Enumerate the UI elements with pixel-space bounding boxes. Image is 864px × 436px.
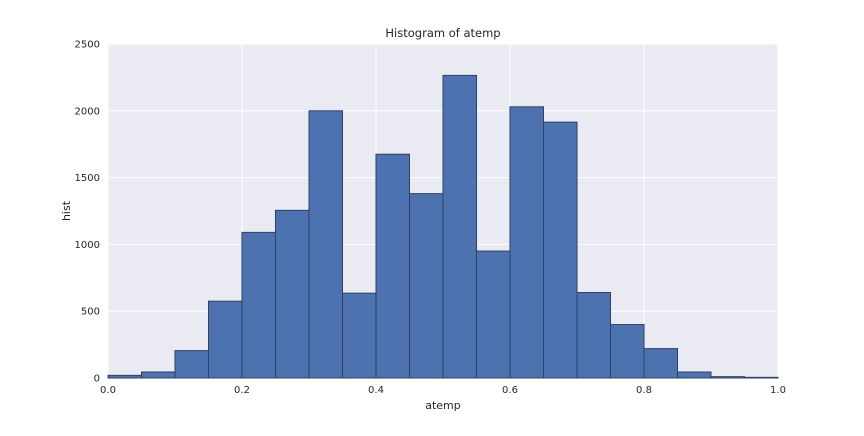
histogram-bar xyxy=(241,231,276,379)
histogram-bar xyxy=(576,291,611,379)
histogram-bar xyxy=(610,324,645,379)
histogram-bar xyxy=(442,74,477,379)
y-tick-label: 1500 xyxy=(75,173,100,184)
histogram-bar xyxy=(208,300,243,379)
histogram-bar xyxy=(107,374,142,379)
histogram-bar xyxy=(342,292,377,379)
histogram-bar xyxy=(710,376,745,379)
histogram-bar xyxy=(174,350,209,379)
chart-title: Histogram of atemp xyxy=(385,26,500,40)
histogram-bar xyxy=(543,121,578,379)
histogram-bar xyxy=(509,106,544,379)
x-tick-label: 0.0 xyxy=(100,385,116,396)
histogram-bar xyxy=(308,110,343,379)
x-tick-label: 0.6 xyxy=(502,385,518,396)
y-axis-label: hist xyxy=(60,200,73,221)
x-tick-label: 0.4 xyxy=(368,385,384,396)
x-tick-label: 0.2 xyxy=(234,385,250,396)
x-tick-label: 0.8 xyxy=(636,385,652,396)
x-tick-label: 1.0 xyxy=(770,385,786,396)
histogram-bar xyxy=(275,209,310,379)
histogram-bar xyxy=(744,376,779,379)
x-axis-label: atemp xyxy=(425,399,461,412)
histogram-bar xyxy=(141,371,176,379)
y-tick-label: 2000 xyxy=(75,106,100,117)
tick-labels: 0.0 0.2 0.4 0.6 0.8 1.0 0 500 1000 1500 2000 2500 xyxy=(75,40,786,397)
histogram-bar xyxy=(409,193,444,379)
histogram-bar xyxy=(375,153,410,379)
y-tick-label: 1000 xyxy=(75,240,100,251)
y-tick-label: 0 xyxy=(94,374,100,385)
histogram-bar xyxy=(643,348,678,379)
y-tick-label: 2500 xyxy=(75,40,100,51)
histogram-bar xyxy=(476,250,511,379)
histogram-bars xyxy=(107,74,779,379)
y-tick-label: 500 xyxy=(81,307,100,318)
histogram-bar xyxy=(677,371,712,379)
